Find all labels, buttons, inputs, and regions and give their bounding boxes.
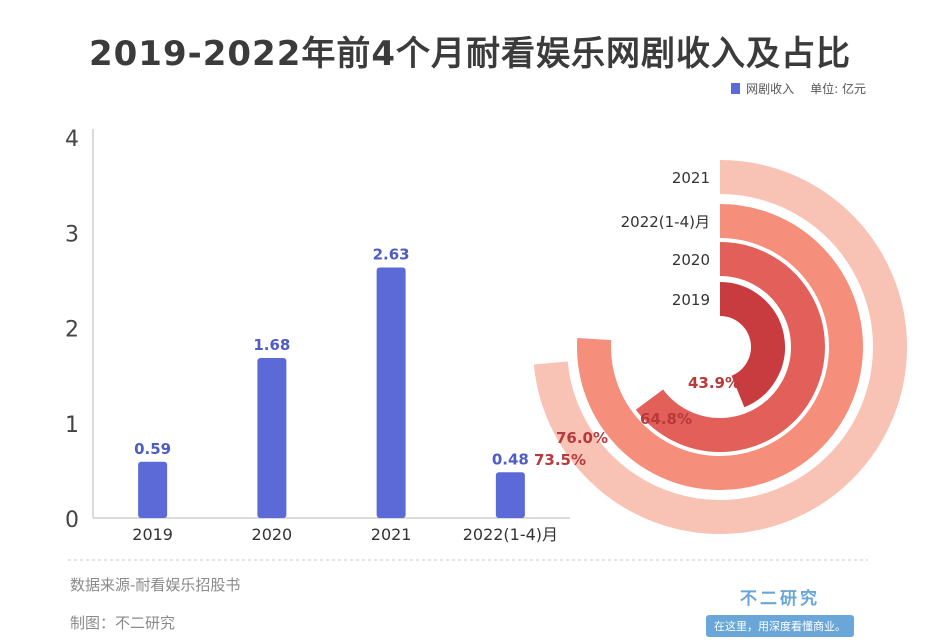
bar	[257, 357, 287, 518]
ring-category-label: 2019	[672, 291, 710, 309]
bar-value-label: 0.59	[134, 440, 171, 458]
bar	[138, 461, 168, 518]
ring-value-label: 64.8%	[640, 410, 692, 428]
legend-series-label: 网剧收入	[746, 82, 795, 96]
ring-value-label: 43.9%	[688, 374, 740, 392]
legend: 网剧收入 单位: 亿元	[731, 80, 866, 97]
ring-value-label: 76.0%	[556, 429, 608, 447]
bar	[495, 472, 525, 518]
ring-arc	[635, 242, 825, 452]
brand-tagline: 在这里，用深度看懂商业。	[706, 615, 854, 637]
y-tick-label: 4	[65, 127, 79, 152]
ring-arc	[577, 204, 863, 490]
x-tick-label: 2021	[371, 525, 412, 544]
x-tick-label: 2020	[252, 525, 293, 544]
unit-label: 单位: 亿元	[810, 82, 866, 96]
bar-value-label: 1.68	[253, 336, 290, 354]
y-tick-label: 0	[65, 508, 79, 533]
bar-value-label: 2.63	[373, 245, 410, 263]
ring-value-label: 73.5%	[534, 451, 586, 469]
source-text: 数据来源-耐看娱乐招股书	[70, 576, 241, 594]
bar-value-label: 0.48	[492, 450, 529, 468]
x-tick-label: 2022(1-4)月	[463, 525, 558, 544]
ring-category-label: 2021	[672, 169, 710, 187]
y-tick-label: 3	[65, 222, 79, 247]
x-tick-label: 2019	[132, 525, 173, 544]
ring-category-label: 2020	[672, 251, 710, 269]
chart-title: 2019-2022年前4个月耐看娱乐网剧收入及占比	[88, 34, 852, 74]
y-tick-label: 1	[65, 413, 79, 438]
ring-category-label: 2022(1-4)月	[621, 213, 710, 231]
ring-arc	[533, 160, 907, 534]
maker-text: 制图：不二研究	[70, 614, 176, 632]
brand-name: 不二研究	[740, 589, 820, 609]
ring-arc	[719, 282, 785, 408]
legend-swatch	[731, 83, 741, 94]
bar	[376, 267, 406, 518]
y-tick-label: 2	[65, 318, 79, 343]
brand-logo: 不二研究 在这里，用深度看懂商业。	[700, 584, 860, 637]
